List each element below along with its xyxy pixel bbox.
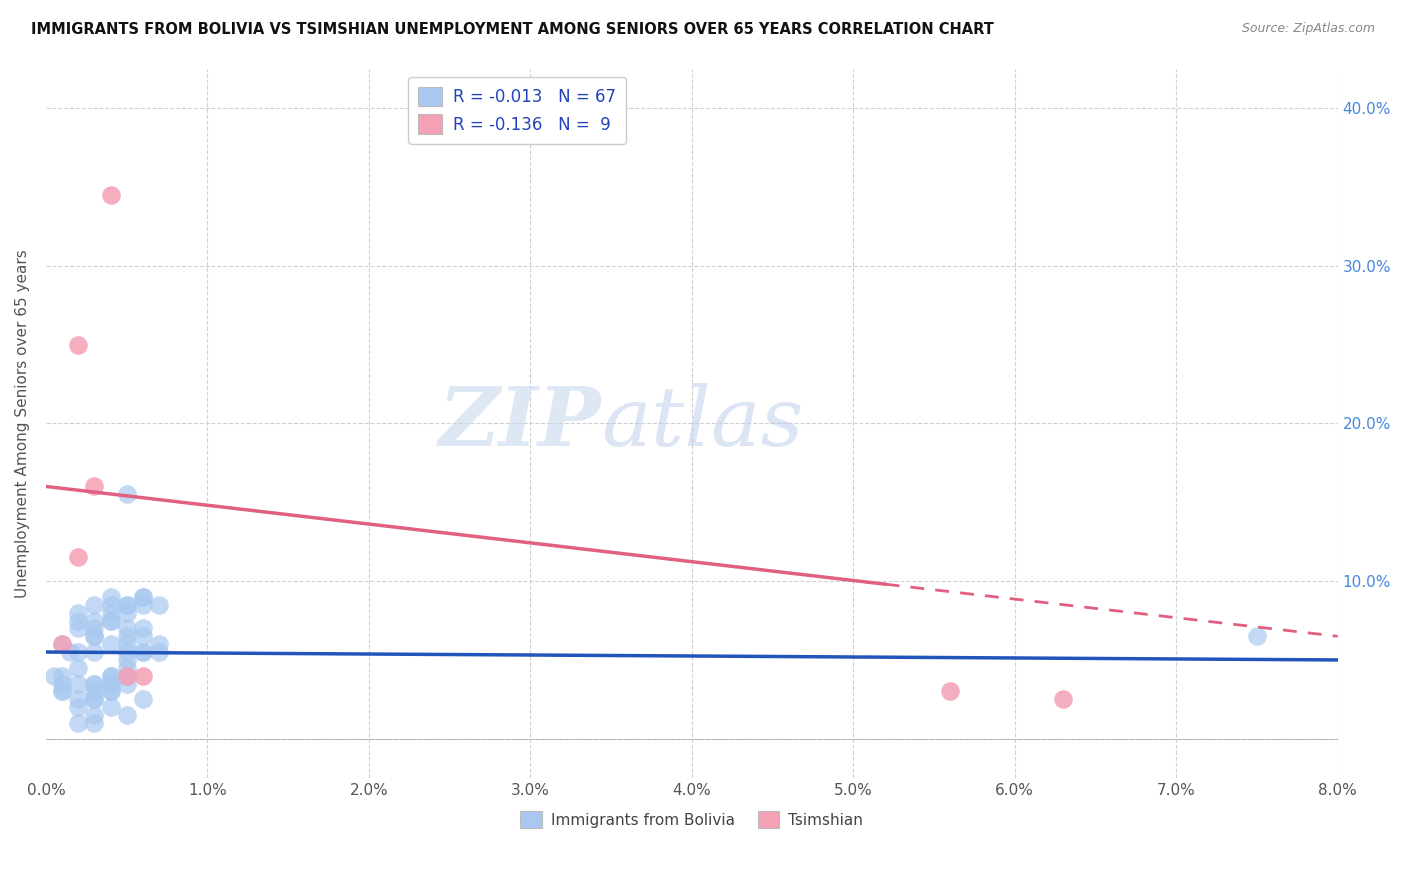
Point bbox=[115, 629, 138, 643]
Point bbox=[83, 716, 105, 731]
Point bbox=[132, 590, 155, 604]
Point bbox=[42, 669, 65, 683]
Point bbox=[132, 629, 155, 643]
Point bbox=[100, 187, 122, 202]
Point bbox=[115, 645, 138, 659]
Point bbox=[51, 669, 73, 683]
Point bbox=[132, 621, 155, 635]
Point bbox=[115, 653, 138, 667]
Point bbox=[100, 700, 122, 714]
Point bbox=[51, 684, 73, 698]
Point bbox=[51, 637, 73, 651]
Point bbox=[83, 479, 105, 493]
Point bbox=[115, 676, 138, 690]
Point bbox=[100, 590, 122, 604]
Point bbox=[83, 629, 105, 643]
Point bbox=[132, 645, 155, 659]
Point bbox=[115, 606, 138, 620]
Point bbox=[51, 637, 73, 651]
Point bbox=[67, 645, 90, 659]
Text: Source: ZipAtlas.com: Source: ZipAtlas.com bbox=[1241, 22, 1375, 36]
Point bbox=[115, 598, 138, 612]
Point bbox=[67, 661, 90, 675]
Point bbox=[100, 684, 122, 698]
Point bbox=[100, 606, 122, 620]
Point bbox=[83, 645, 105, 659]
Point bbox=[115, 637, 138, 651]
Point bbox=[115, 621, 138, 635]
Point bbox=[67, 676, 90, 690]
Point bbox=[51, 684, 73, 698]
Point bbox=[100, 684, 122, 698]
Text: ZIP: ZIP bbox=[439, 384, 602, 463]
Point bbox=[67, 621, 90, 635]
Point bbox=[83, 614, 105, 628]
Point bbox=[100, 669, 122, 683]
Point bbox=[83, 692, 105, 706]
Point bbox=[148, 598, 170, 612]
Point bbox=[132, 598, 155, 612]
Point bbox=[83, 598, 105, 612]
Point bbox=[67, 550, 90, 565]
Point bbox=[148, 637, 170, 651]
Point bbox=[100, 669, 122, 683]
Point bbox=[83, 676, 105, 690]
Point bbox=[132, 590, 155, 604]
Point bbox=[83, 621, 105, 635]
Point bbox=[132, 692, 155, 706]
Point bbox=[83, 684, 105, 698]
Point bbox=[100, 676, 122, 690]
Point bbox=[1052, 692, 1074, 706]
Point bbox=[115, 661, 138, 675]
Point bbox=[115, 598, 138, 612]
Point bbox=[100, 598, 122, 612]
Point bbox=[67, 700, 90, 714]
Point bbox=[115, 708, 138, 723]
Point bbox=[115, 669, 138, 683]
Point bbox=[67, 692, 90, 706]
Point bbox=[100, 614, 122, 628]
Y-axis label: Unemployment Among Seniors over 65 years: Unemployment Among Seniors over 65 years bbox=[15, 249, 30, 598]
Point bbox=[59, 645, 82, 659]
Point bbox=[132, 669, 155, 683]
Point bbox=[132, 645, 155, 659]
Point bbox=[83, 692, 105, 706]
Point bbox=[83, 708, 105, 723]
Point bbox=[100, 637, 122, 651]
Point bbox=[148, 645, 170, 659]
Point bbox=[67, 614, 90, 628]
Point bbox=[67, 606, 90, 620]
Point bbox=[83, 676, 105, 690]
Point bbox=[83, 629, 105, 643]
Point bbox=[67, 716, 90, 731]
Point bbox=[100, 614, 122, 628]
Text: IMMIGRANTS FROM BOLIVIA VS TSIMSHIAN UNEMPLOYMENT AMONG SENIORS OVER 65 YEARS CO: IMMIGRANTS FROM BOLIVIA VS TSIMSHIAN UNE… bbox=[31, 22, 994, 37]
Point bbox=[51, 676, 73, 690]
Legend: Immigrants from Bolivia, Tsimshian: Immigrants from Bolivia, Tsimshian bbox=[515, 805, 869, 834]
Point bbox=[67, 337, 90, 351]
Point bbox=[939, 684, 962, 698]
Point bbox=[115, 669, 138, 683]
Point bbox=[115, 487, 138, 501]
Point bbox=[1246, 629, 1268, 643]
Point bbox=[100, 676, 122, 690]
Text: atlas: atlas bbox=[602, 384, 804, 463]
